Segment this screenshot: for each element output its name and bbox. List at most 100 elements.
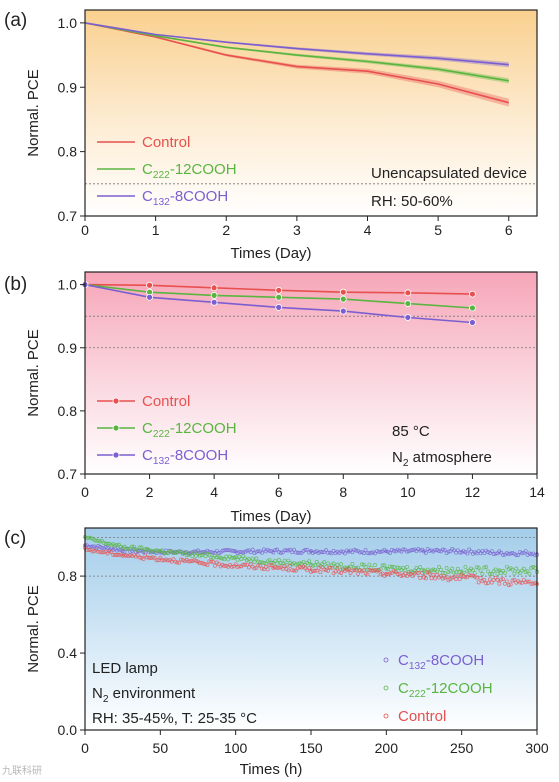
scatter-point [207,559,212,564]
legend-label: C132-8COOH [142,188,228,208]
scatter-point [307,559,312,564]
scatter-point [297,550,302,555]
scatter-point [408,548,413,553]
scatter-point [322,560,327,565]
x-tick-label: 4 [210,484,218,500]
scatter-point [286,558,291,563]
annotation: RH: 50-60% [371,193,453,210]
scatter-point [132,544,136,549]
scatter-point [192,558,197,563]
scatter-point [350,568,355,573]
scatter-point [90,549,95,554]
scatter-point [391,564,396,569]
scatter-point [461,574,466,579]
legend-label-part: C [142,420,153,437]
scatter-point [288,547,293,552]
legend-label-part: C [142,447,153,464]
scatter-point [224,547,229,552]
scatter-point [501,577,506,582]
data-point [385,572,388,575]
scatter-point [365,551,370,556]
data-point [498,569,501,572]
scatter-point [388,571,393,576]
scatter-point [258,563,263,568]
x-tick-label: 6 [275,484,283,500]
scatter-point [235,565,240,569]
scatter-point [391,569,396,574]
scatter-point [141,556,146,561]
legend-marker [112,424,120,432]
scatter-point [519,580,524,585]
scatter-point [423,570,428,575]
scatter-point [455,574,460,579]
scatter-point [130,544,135,549]
scatter-point [310,563,315,568]
scatter-point [139,555,144,560]
scatter-point [376,568,381,573]
scatter-point [261,567,266,571]
scatter-point [88,535,93,540]
scatter-point [489,580,494,585]
annotation: 85 °C [392,423,430,440]
scatter-point [188,559,193,564]
scatter-point [489,571,494,576]
scatter-point [275,566,280,570]
scatter-point [252,566,257,571]
scatter-point [222,548,227,553]
scatter-point [463,564,468,569]
data-point [404,300,412,307]
axes-frame [84,271,538,475]
scatter-point [132,547,136,552]
data-point [422,573,426,577]
y-tick-label: 0.7 [58,208,78,224]
x-tick-label: 2 [222,222,230,238]
x-tick-label: 0 [81,740,89,756]
scatter-point [499,577,504,582]
scatter-point [367,551,372,556]
scatter-point [335,566,340,571]
scatter-point [518,571,523,576]
scatter-point [116,552,121,557]
scatter-point [512,571,517,576]
scatter-point [341,566,345,571]
scatter-point [333,569,338,574]
scatter-point [156,558,161,563]
scatter-point [205,563,210,568]
scatter-point [331,548,336,553]
panel-label: (a) [4,10,27,31]
annotation-part: N [92,685,103,702]
scatter-point [252,559,257,564]
scatter-point [352,547,357,552]
annotation: LED lamp [92,660,158,677]
scatter-point [171,550,176,555]
scatter-point [220,562,225,567]
panel-b: 0 2 4 6 8 10 12 14 0.7 0.8 0.9 1.0 Times (Day) Normal… [4,271,545,525]
scatter-point [416,571,421,575]
scatter-point [190,550,195,555]
scatter-point [98,539,103,544]
scatter-point [427,571,432,576]
scatter-point [124,546,129,551]
scatter-point [199,560,204,565]
legend-label-part: 222 [409,689,426,700]
scatter-point [446,549,451,554]
legend-marker [112,451,120,459]
scatter-point [115,543,119,548]
y-tick-label: 0.7 [58,466,78,482]
data-point [460,549,463,553]
legend-label-part: -8COOH [170,447,228,464]
scatter-point [224,563,229,568]
scatter-point [487,571,492,576]
y-tick-label: 0.8 [58,568,78,584]
scatter-point [164,557,168,562]
panel-label: (c) [4,528,26,549]
legend-label: C132-8COOH [142,447,228,467]
scatter-point [86,547,91,552]
scatter-point [182,550,187,554]
scatter-point [478,568,483,573]
scatter-point [354,548,359,553]
scatter-point [293,562,298,567]
scatter-point [212,563,217,568]
data-point [469,319,476,326]
scatter-point [99,545,104,550]
